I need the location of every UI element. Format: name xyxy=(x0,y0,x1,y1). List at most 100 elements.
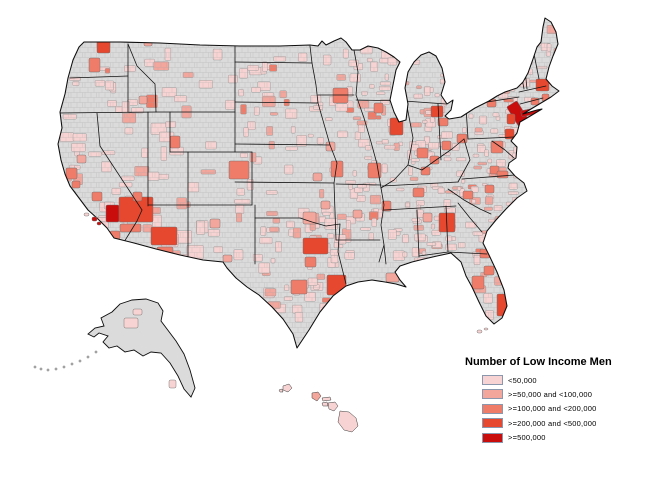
legend-row: <50,000 xyxy=(461,375,612,385)
hawaii-island-maui xyxy=(327,401,339,412)
aleutian-dot xyxy=(39,367,43,371)
county-boston xyxy=(535,78,550,92)
county-charlotte xyxy=(462,190,474,200)
county-fresno xyxy=(91,191,103,202)
county-anchorage-area xyxy=(123,317,139,329)
county-patch xyxy=(503,255,514,263)
us-outline xyxy=(57,17,560,349)
county-richmond xyxy=(489,165,500,175)
county-patch xyxy=(556,52,559,60)
hawaii-island-lanai xyxy=(321,401,329,407)
county-tampa xyxy=(471,275,485,290)
county-tulsa xyxy=(320,200,331,210)
county-los-angeles xyxy=(105,204,120,223)
county-patch xyxy=(506,247,512,258)
offshore-islands xyxy=(83,212,489,334)
county-patch xyxy=(519,50,531,55)
county-louisville xyxy=(420,166,431,176)
legend-label: <50,000 xyxy=(508,375,537,385)
county-santa-rosa-island xyxy=(83,212,90,217)
county-chicago-cook xyxy=(389,117,404,136)
county-wichita xyxy=(312,172,323,182)
county-seattle-king xyxy=(96,35,111,54)
county-patch xyxy=(345,309,357,318)
legend-row: >=200,000 and <500,000 xyxy=(461,418,612,429)
county-patch xyxy=(495,267,505,272)
county-patch xyxy=(462,81,470,91)
county-patch xyxy=(502,255,513,263)
county-patch xyxy=(548,98,556,105)
county-phoenix-maricopa xyxy=(150,226,178,246)
county-patch xyxy=(63,213,76,224)
county-patch xyxy=(495,249,502,257)
county-catalina-island xyxy=(91,216,98,222)
legend-swatch xyxy=(482,375,503,385)
county-orlando xyxy=(483,265,495,276)
county-san-antonio-bexar xyxy=(290,279,308,295)
county-patch xyxy=(518,210,523,216)
county-detroit-wayne xyxy=(430,105,444,118)
county-little-rock xyxy=(352,209,363,219)
county-sacramento xyxy=(76,154,87,164)
county-houston-harris xyxy=(326,274,347,296)
county-cincinnati xyxy=(429,155,440,165)
county-juneau-area xyxy=(168,379,177,389)
aleutian-islands xyxy=(33,350,98,372)
hawaii-island-kauai xyxy=(282,383,293,393)
county-patch xyxy=(455,71,465,81)
legend-swatch xyxy=(482,418,503,429)
legend-swatch xyxy=(482,403,503,414)
county-patch xyxy=(551,113,559,118)
county-albuquerque xyxy=(209,218,221,229)
county-channel-island xyxy=(96,221,102,226)
county-austin xyxy=(304,256,317,268)
county-patch xyxy=(514,73,525,79)
county-nashville xyxy=(412,187,425,198)
county-philadelphia xyxy=(504,128,515,140)
county-patch xyxy=(520,37,531,44)
county-portland xyxy=(88,57,101,73)
county-pittsburgh xyxy=(456,133,468,144)
county-kansas-city xyxy=(330,160,344,178)
aleutian-dot xyxy=(33,365,37,369)
county-patch xyxy=(552,18,559,26)
county-patch xyxy=(548,104,555,114)
county-patch xyxy=(547,113,556,122)
legend-label: >=50,000 and <100,000 xyxy=(508,389,593,399)
hawaii-island-niihau xyxy=(278,388,284,393)
county-patch xyxy=(527,55,532,62)
county-patch xyxy=(492,237,502,244)
county-mat-su-area xyxy=(132,308,143,316)
county-patch xyxy=(450,60,455,64)
county-florida-keys-1 xyxy=(476,329,483,334)
county-patch xyxy=(509,306,517,310)
county-minneapolis xyxy=(332,87,349,104)
aleutian-dot xyxy=(54,367,58,371)
county-patch xyxy=(521,42,533,51)
hawaii-island-big-island xyxy=(337,410,359,433)
county-patch xyxy=(517,27,525,37)
county-patch xyxy=(397,112,407,118)
county-columbus xyxy=(441,140,452,151)
county-patch xyxy=(459,62,465,68)
hawaii-inset xyxy=(278,383,359,433)
county-denver xyxy=(228,160,250,180)
county-miami-dade xyxy=(496,293,511,317)
county-milwaukee xyxy=(373,102,384,114)
county-patch xyxy=(490,237,495,243)
legend-rows: <50,000 >=50,000 and <100,000 >=100,000 … xyxy=(461,375,612,443)
county-patch xyxy=(447,83,457,88)
alaska-outline xyxy=(87,298,196,398)
county-patch xyxy=(454,100,462,110)
aleutian-dot xyxy=(70,362,74,366)
county-birmingham xyxy=(422,212,433,223)
county-patch xyxy=(512,37,521,45)
alaska-patches xyxy=(123,308,177,389)
county-san-jose xyxy=(71,180,81,189)
legend-title: Number of Low Income Men xyxy=(465,356,612,368)
county-patch xyxy=(406,54,413,64)
county-patch xyxy=(516,46,522,53)
county-patch xyxy=(526,20,536,29)
county-patch xyxy=(517,149,529,156)
